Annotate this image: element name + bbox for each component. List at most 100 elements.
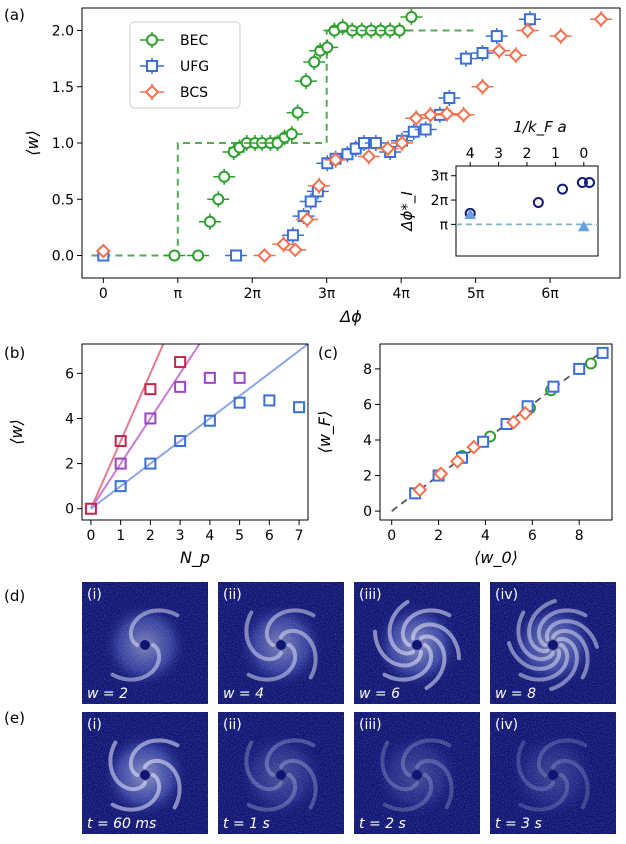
a-point-BCS <box>95 243 111 259</box>
a-ytick-label: 1.5 <box>52 80 74 96</box>
b-point <box>174 380 187 393</box>
inset-point-circle <box>557 183 568 195</box>
b-xtick-label: 7 <box>295 528 304 544</box>
image-tag: (iii) <box>359 717 382 733</box>
image-tag: (iv) <box>495 587 518 603</box>
a-xtick-label: π <box>174 286 183 302</box>
b-point <box>144 383 157 396</box>
a-point-BCS <box>380 141 396 157</box>
c-ytick-label: 8 <box>363 362 372 378</box>
c-point-BEC <box>584 357 597 370</box>
inset-frame <box>455 165 599 257</box>
c-point-BCS <box>433 466 449 482</box>
a-series-BCS <box>95 11 613 263</box>
b-point <box>174 356 187 369</box>
inset-ytick-label: π <box>440 217 449 233</box>
b-point <box>84 502 97 515</box>
a-point-BCS <box>456 107 471 123</box>
image-tag: (ii) <box>223 717 242 733</box>
panel-label-c: (c) <box>318 344 338 362</box>
a-point-BEC <box>218 170 231 183</box>
a-xtick-label: 3π <box>318 286 336 302</box>
image-caption: t = 1 s <box>223 816 270 832</box>
vortex-arm <box>507 641 562 671</box>
b-point <box>203 414 216 427</box>
vortex-arm <box>108 740 147 792</box>
image-d-1: (i) w = 2 <box>82 582 208 704</box>
a-legend-label-UFG: UFG <box>180 59 209 75</box>
vortex-core <box>548 770 558 780</box>
image-caption: w = 2 <box>87 686 128 702</box>
c-xtick-label: 0 <box>387 528 396 544</box>
b-ytick-label: 0 <box>65 502 74 518</box>
c-xtick-label: 6 <box>528 528 537 544</box>
vortex-arm <box>128 608 180 647</box>
inset-point-triangle <box>577 220 590 232</box>
a-ytick-label: 0.5 <box>52 192 74 208</box>
image-caption: w = 4 <box>223 686 264 702</box>
vortex-core <box>548 640 558 650</box>
b-xtick-label: 3 <box>176 528 185 544</box>
vortex-arm <box>544 619 599 649</box>
b-fit-line <box>90 344 308 510</box>
vortex-arm <box>264 608 316 647</box>
a-xtick-label: 4π <box>392 286 410 302</box>
c-xtick-label: 8 <box>575 528 584 544</box>
a-point-BEC <box>212 193 225 206</box>
a-point-BEC <box>299 75 312 88</box>
c-ytick-label: 2 <box>363 469 372 485</box>
plot-c-frame <box>379 343 613 521</box>
inset-xtick-label: 4 <box>466 146 475 162</box>
a-legend-label-BCS: BCS <box>180 85 208 101</box>
a-point-UFG <box>476 47 489 59</box>
a-legend-label-BEC: BEC <box>180 33 208 49</box>
inset-ylabel: Δϕ*_I <box>398 191 417 232</box>
vortex-arm <box>246 773 298 812</box>
b-xtick-label: 1 <box>116 528 125 544</box>
b-point <box>114 457 127 470</box>
a-point-UFG <box>230 249 243 262</box>
image-d-3: (iii) w = 6 <box>354 582 480 704</box>
a-point-BCS <box>422 107 438 123</box>
b-xtick-label: 2 <box>146 528 155 544</box>
vortex-arm <box>411 622 461 661</box>
a-point-UFG <box>459 52 472 65</box>
image-caption: w = 8 <box>495 686 536 702</box>
vortex-arm <box>549 636 579 691</box>
vortex-core <box>412 640 422 650</box>
a-point-BCS <box>475 79 490 95</box>
vortex-arm <box>373 629 423 668</box>
b-ylabel: ⟨w⟩ <box>7 419 26 445</box>
a-ytick-label: 1.0 <box>52 136 74 152</box>
b-point <box>293 401 306 414</box>
vortex-arm <box>400 738 452 777</box>
image-e-3: (iii) t = 2 s <box>354 712 480 834</box>
vortex-core <box>140 640 150 650</box>
vortex-arm <box>110 643 162 682</box>
vortex-arm <box>516 740 555 792</box>
b-ytick-label: 4 <box>65 411 74 427</box>
vortex-arm <box>279 628 318 680</box>
a-point-BCS <box>439 106 455 122</box>
a-point-BCS <box>593 11 609 27</box>
a-xtick-label: 0 <box>99 286 108 302</box>
c-point-BCS <box>517 405 533 421</box>
vortex-core <box>276 640 286 650</box>
b-point <box>174 435 187 448</box>
inset-point-circle <box>583 177 595 189</box>
c-point-BCS <box>449 453 465 469</box>
vortex-arm <box>415 758 454 810</box>
vortex-arm <box>128 738 180 777</box>
a-point-BCS <box>394 135 410 151</box>
panel-label-d: (d) <box>4 587 25 605</box>
image-caption: t = 60 ms <box>87 816 156 832</box>
inset-ytick-label: 3π <box>431 169 449 185</box>
c-ytick-label: 4 <box>363 433 372 449</box>
b-point <box>114 480 127 493</box>
c-point-BCS <box>412 482 428 498</box>
vortex-core <box>276 770 286 780</box>
vortex-arm <box>400 608 452 647</box>
b-ytick-label: 2 <box>65 457 74 473</box>
a-xtick-label: 2π <box>244 286 262 302</box>
a-point-UFG <box>419 123 432 136</box>
